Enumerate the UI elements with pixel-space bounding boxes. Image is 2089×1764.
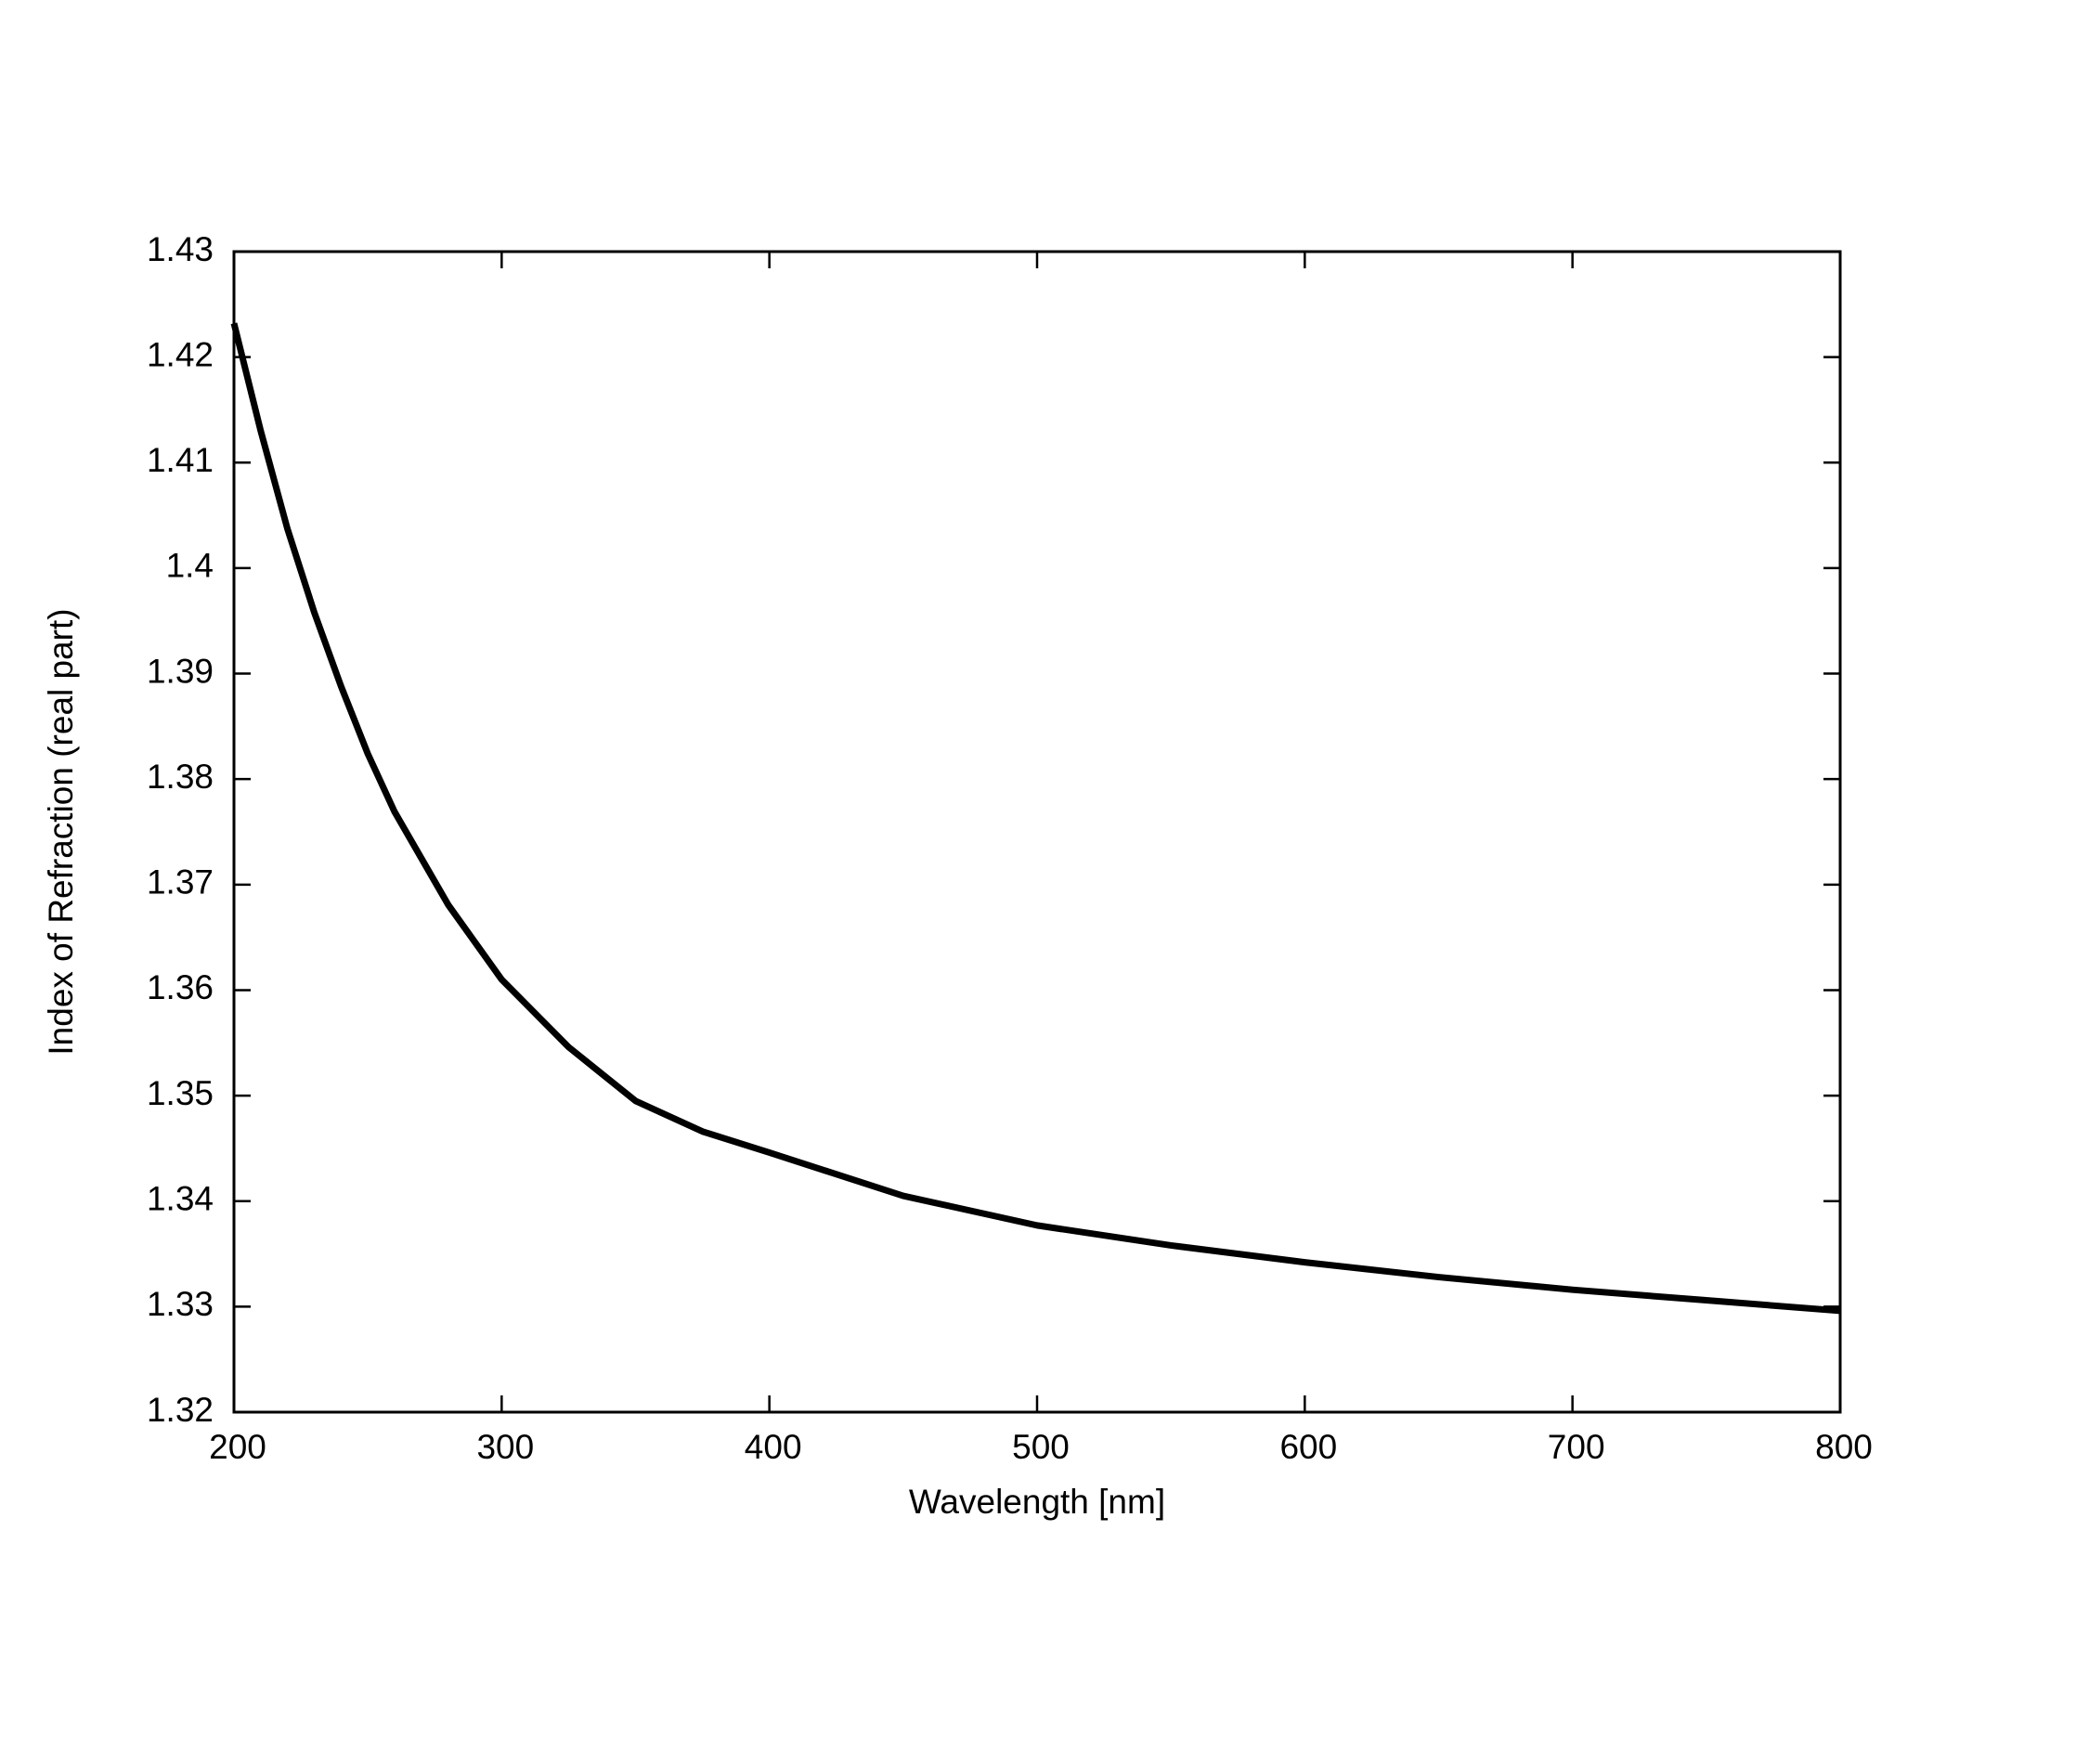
plot-frame	[232, 250, 1842, 1414]
y-tick-label: 1.43	[147, 230, 214, 268]
y-tick-label: 1.4	[166, 547, 214, 585]
y-tick-label: 1.42	[147, 335, 214, 373]
y-tick-label: 1.37	[147, 863, 214, 901]
x-tick-label: 700	[1548, 1428, 1605, 1466]
x-axis-label: Wavelength [nm]	[909, 1483, 1165, 1521]
y-tick-label: 1.34	[147, 1180, 214, 1218]
y-tick-label: 1.39	[147, 652, 214, 690]
x-tick-label: 200	[209, 1428, 266, 1466]
y-tick-label: 1.32	[147, 1391, 214, 1429]
x-tick-label: 300	[476, 1428, 534, 1466]
data-line	[230, 322, 1841, 1315]
x-tick-label: 800	[1815, 1428, 1873, 1466]
y-tick-label: 1.38	[147, 758, 214, 796]
y-tick-label: 1.41	[147, 441, 214, 479]
x-tick-label: 500	[1012, 1428, 1070, 1466]
x-tick-label: 400	[745, 1428, 802, 1466]
y-tick-label: 1.33	[147, 1285, 214, 1323]
y-tick-label: 1.36	[147, 968, 214, 1006]
y-axis-label: Index of Refraction (real part)	[42, 608, 80, 1055]
y-tick-label: 1.35	[147, 1074, 214, 1112]
x-tick-label: 600	[1279, 1428, 1337, 1466]
